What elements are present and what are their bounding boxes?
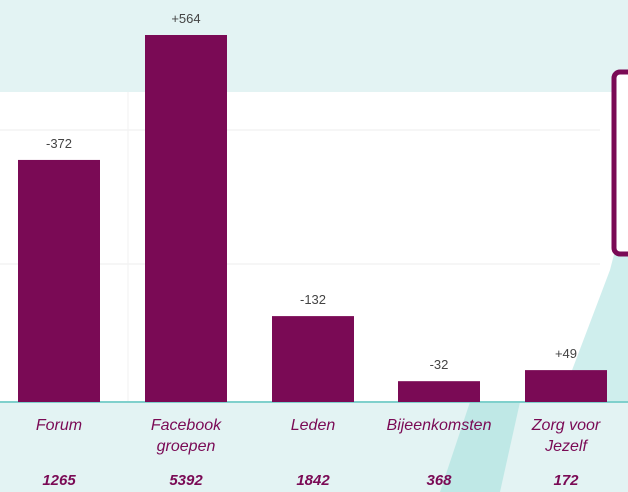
value-label: +564 — [171, 11, 200, 26]
value-label: -372 — [46, 136, 72, 151]
bar — [272, 316, 354, 402]
category-label: Bijeenkomsten — [387, 417, 492, 434]
bar — [525, 370, 607, 402]
category-label: groepen — [157, 438, 216, 455]
category-label: Facebook — [151, 417, 222, 434]
total-label: 368 — [426, 472, 452, 489]
value-label: +49 — [555, 346, 577, 361]
category-label: Zorg voor — [531, 417, 601, 434]
total-label: 5392 — [169, 472, 203, 489]
info-card — [611, 69, 628, 257]
total-label: 1265 — [42, 472, 76, 489]
value-label: -132 — [300, 292, 326, 307]
category-label: Forum — [36, 417, 82, 434]
bar — [18, 159, 100, 402]
bar — [398, 381, 480, 402]
total-label: 172 — [553, 472, 579, 489]
total-label: 1842 — [296, 472, 330, 489]
teal-shape-bottom — [440, 402, 520, 492]
category-label: Leden — [291, 417, 336, 434]
teal-shape-right — [560, 200, 628, 402]
bar — [145, 35, 227, 402]
value-label: -32 — [430, 357, 449, 372]
category-label: Jezelf — [544, 438, 588, 455]
